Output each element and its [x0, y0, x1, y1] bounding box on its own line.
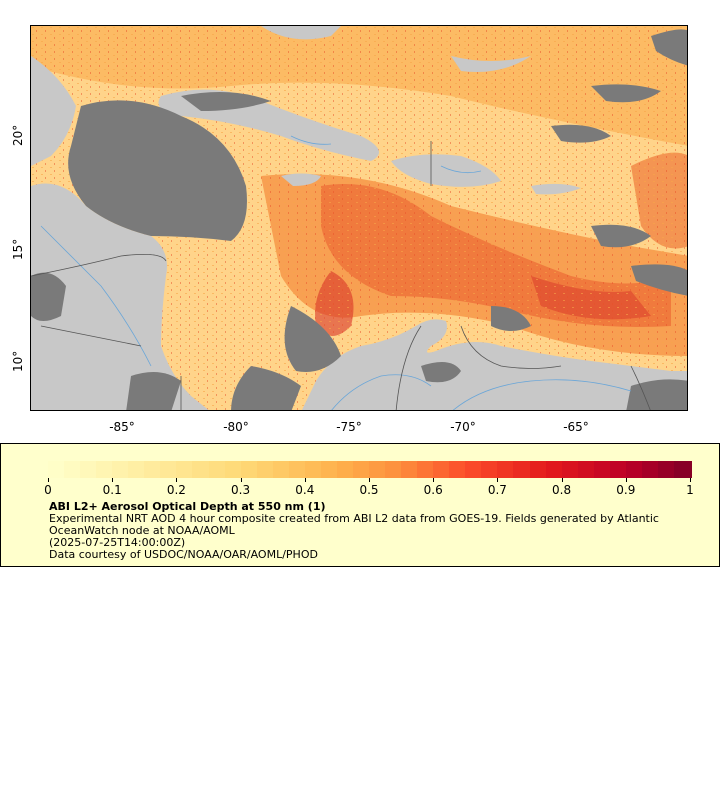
colorbar-cell: [481, 461, 500, 478]
colorbar-tick: [112, 478, 114, 482]
colorbar-cell: [144, 461, 163, 478]
colorbar-cell: [641, 461, 660, 478]
colorbar-tick: [48, 478, 49, 482]
aod-map: [30, 25, 688, 411]
colorbar-tick-label: 0.5: [359, 483, 379, 497]
rivers: [40, 135, 632, 410]
colorbar-tick-label: 1: [686, 483, 694, 497]
colorbar-cell: [609, 461, 628, 478]
colorbar-tick: [690, 478, 691, 482]
colorbar-tick: [369, 478, 370, 482]
colorbar-cell: [657, 461, 676, 478]
colorbar-cell: [401, 461, 420, 478]
x-tick-label: -85°: [109, 420, 135, 434]
colorbar-cell: [449, 461, 468, 478]
legend-text: ABI L2+ Aerosol Optical Depth at 550 nm …: [49, 501, 689, 561]
colorbar-tick: [176, 478, 178, 482]
colorbar-tick-label: 0.8: [552, 483, 572, 497]
y-tick-label: 10°: [11, 350, 25, 372]
x-tick-label: -75°: [336, 420, 362, 434]
colorbar-cell: [593, 461, 612, 478]
colorbar-tick: [304, 478, 306, 482]
colorbar-tick: [561, 478, 563, 482]
legend-timestamp: (2025-07-25T14:00:00Z): [49, 536, 186, 549]
legend-title: ABI L2+ Aerosol Optical Depth at 550 nm …: [49, 500, 326, 513]
x-tick-label: -80°: [223, 420, 249, 434]
y-tick-label: 20°: [11, 124, 25, 146]
colorbar-tick-label: 0.3: [231, 483, 251, 497]
colorbar: [48, 461, 692, 478]
colorbar-tick-label: 0.1: [102, 483, 122, 497]
colorbar-cell: [465, 461, 484, 478]
colorbar-cell: [497, 461, 516, 478]
colorbar-cell: [96, 461, 115, 478]
no-data-regions: [31, 29, 687, 410]
colorbar-tick: [497, 478, 499, 482]
colorbar-cell: [240, 461, 259, 478]
colorbar-cell: [48, 461, 66, 478]
country-borders: [31, 141, 651, 410]
colorbar-cell: [304, 461, 323, 478]
colorbar-cell: [577, 461, 596, 478]
x-tick-label: -65°: [563, 420, 589, 434]
colorbar-cell: [224, 461, 243, 478]
colorbar-cell: [256, 461, 275, 478]
colorbar-cell: [192, 461, 211, 478]
colorbar-cell: [112, 461, 131, 478]
colorbar-cell: [625, 461, 644, 478]
colorbar-cell: [513, 461, 532, 478]
map-canvas: [31, 26, 687, 410]
colorbar-cell: [385, 461, 404, 478]
colorbar-tick-label: 0.7: [487, 483, 507, 497]
colorbar-cell: [673, 461, 692, 478]
colorbar-cell: [561, 461, 580, 478]
colorbar-cell: [352, 461, 371, 478]
colorbar-tick-label: 0.9: [616, 483, 636, 497]
colorbar-cell: [160, 461, 179, 478]
colorbar-cell: [417, 461, 436, 478]
y-tick-label: 15°: [11, 238, 25, 260]
legend-panel: 0 0.1 0.2 0.3 0.4 0.5 0.6 0.7 0.8 0.9 1 ABI L2+ Ae…: [0, 443, 720, 567]
colorbar-cell: [272, 461, 291, 478]
legend-credit: Data courtesy of USDOC/NOAA/OAR/AOML/PHO…: [49, 548, 318, 561]
colorbar-cell: [545, 461, 564, 478]
legend-description: Experimental NRT AOD 4 hour composite cr…: [49, 512, 659, 537]
colorbar-tick-label: 0: [44, 483, 52, 497]
x-tick-label: -70°: [450, 420, 476, 434]
colorbar-cell: [529, 461, 548, 478]
colorbar-cell: [336, 461, 355, 478]
colorbar-cell: [288, 461, 307, 478]
colorbar-tick-label: 0.2: [166, 483, 186, 497]
colorbar-cell: [369, 461, 387, 478]
colorbar-cell: [128, 461, 147, 478]
colorbar-cell: [64, 461, 83, 478]
colorbar-cell: [320, 461, 339, 478]
colorbar-tick-label: 0.4: [295, 483, 315, 497]
colorbar-cell: [433, 461, 452, 478]
colorbar-cell: [208, 461, 227, 478]
colorbar-cell: [176, 461, 195, 478]
colorbar-tick: [433, 478, 435, 482]
colorbar-tick: [625, 478, 627, 482]
colorbar-tick: [240, 478, 242, 482]
colorbar-tick-label: 0.6: [423, 483, 443, 497]
colorbar-cell: [80, 461, 99, 478]
